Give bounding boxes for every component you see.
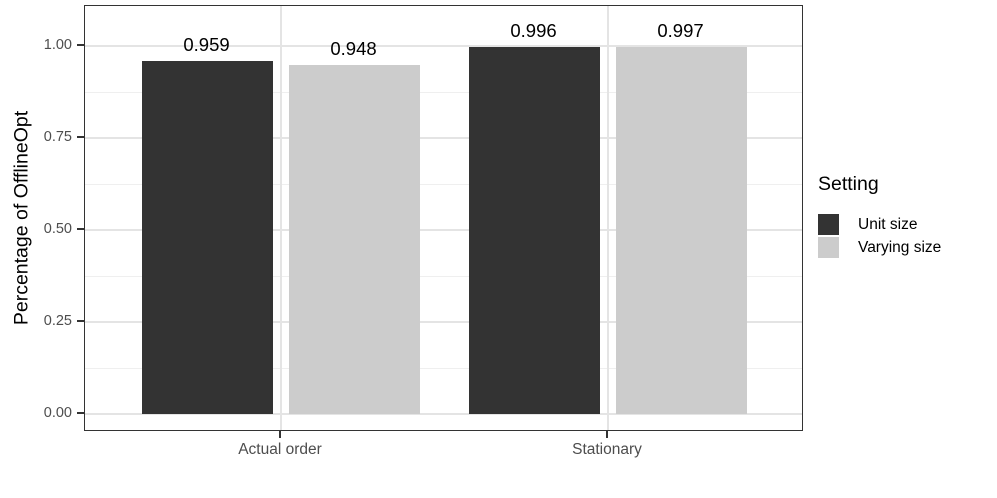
legend-item-label: Unit size <box>858 216 918 233</box>
major-gridline <box>85 45 802 47</box>
minor-gridline <box>85 276 802 277</box>
y-tick-label: 0.25 <box>43 313 72 329</box>
legend-item-varying-size: Varying size <box>818 236 993 259</box>
legend-items: Unit size Varying size <box>818 213 993 259</box>
vertical-major-gridline <box>607 6 609 430</box>
legend-item-unit-size: Unit size <box>818 213 993 236</box>
legend: Setting Unit size Varying size <box>818 172 993 259</box>
y-tick-label: 0.75 <box>43 129 72 145</box>
y-axis-tick <box>77 320 84 322</box>
major-gridline <box>85 321 802 323</box>
major-gridline <box>85 413 802 415</box>
x-tick-label: Actual order <box>238 441 322 458</box>
y-axis-tick <box>77 136 84 138</box>
major-gridline <box>85 229 802 231</box>
bar-varying-size <box>289 65 420 414</box>
legend-item-label: Varying size <box>858 239 942 256</box>
y-tick-label: 0.50 <box>43 221 72 237</box>
y-axis-tick <box>77 412 84 414</box>
legend-key-swatch <box>818 214 839 235</box>
bar-value-label: 0.997 <box>657 20 704 42</box>
plot-panel <box>84 5 803 431</box>
bar-unit-size <box>142 61 273 414</box>
minor-gridline <box>85 368 802 369</box>
x-axis-tick <box>279 431 281 438</box>
x-tick-label: Stationary <box>572 441 642 458</box>
y-tick-label: 0.00 <box>43 405 72 421</box>
vertical-major-gridline <box>280 6 282 430</box>
bar-varying-size <box>616 47 747 414</box>
y-tick-label: 1.00 <box>43 37 72 53</box>
bar-unit-size <box>469 47 600 414</box>
bar-value-label: 0.948 <box>330 38 377 60</box>
bar-value-label: 0.959 <box>183 34 230 56</box>
x-axis-tick <box>606 431 608 438</box>
legend-title: Setting <box>818 173 879 195</box>
y-axis-tick <box>77 44 84 46</box>
y-axis-tick <box>77 228 84 230</box>
minor-gridline <box>85 184 802 185</box>
legend-key-swatch <box>818 237 839 258</box>
minor-gridline <box>85 92 802 93</box>
bar-value-label: 0.996 <box>510 20 557 42</box>
major-gridline <box>85 137 802 139</box>
